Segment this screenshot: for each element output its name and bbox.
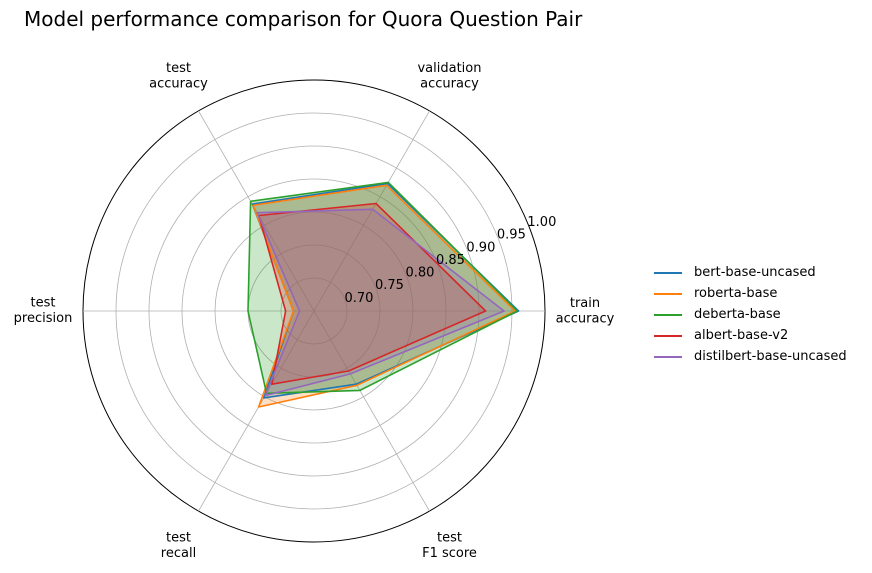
spoke-line [313, 310, 430, 512]
legend-label: bert-base-uncased [694, 265, 816, 280]
legend-item: albert-base-v2 [654, 325, 847, 346]
axis-label: F1 score [422, 546, 477, 561]
radial-tick-labels: 0.700.750.800.850.900.951.00 [345, 215, 557, 306]
legend-swatch [654, 292, 682, 295]
legend-swatch [654, 313, 682, 316]
legend-swatch [654, 355, 682, 358]
radial-tick-label: 0.75 [375, 278, 404, 293]
chart-title: Model performance comparison for Quora Q… [24, 7, 583, 31]
axis-labels: trainaccuracyvalidationaccuracytestaccur… [14, 61, 615, 561]
series-line-distilbert-base-uncased [256, 208, 505, 397]
axis-label: test [31, 296, 56, 311]
axis-label: test [437, 530, 462, 545]
axis-label: validation [417, 61, 481, 76]
radial-tick-label: 0.85 [436, 253, 465, 268]
legend-item: distilbert-base-uncased [654, 346, 847, 367]
series-area-distilbert-base-uncased [257, 209, 505, 396]
spoke-line [313, 110, 430, 312]
axis-label: accuracy [420, 77, 479, 92]
spoke-line [198, 310, 315, 512]
radar-grid [82, 79, 546, 543]
legend-label: roberta-base [694, 286, 778, 301]
legend-swatch [654, 271, 682, 274]
radial-tick-label: 1.00 [527, 215, 556, 230]
radar-series [247, 181, 520, 408]
series-area-deberta-base [248, 182, 518, 394]
series-area-bert-base-uncased [252, 183, 519, 398]
legend-label: deberta-base [694, 307, 781, 322]
legend-item: bert-base-uncased [654, 262, 847, 283]
axis-label: accuracy [149, 77, 208, 92]
series-line-deberta-base [247, 181, 519, 395]
axis-label: accuracy [556, 311, 615, 326]
series-line-roberta-base [252, 184, 517, 408]
legend-swatch [654, 334, 682, 337]
legend-item: roberta-base [654, 283, 847, 304]
series-area-albert-base-v2 [258, 203, 486, 385]
axis-label: test [166, 61, 191, 76]
axis-label: recall [161, 546, 196, 561]
legend-label: albert-base-v2 [694, 328, 789, 343]
legend: bert-base-uncased roberta-base deberta-bas… [654, 262, 847, 367]
series-area-roberta-base [253, 185, 516, 407]
axis-label: precision [14, 311, 73, 326]
series-line-albert-base-v2 [258, 202, 487, 386]
legend-label: distilbert-base-uncased [694, 349, 847, 364]
radial-tick-label: 0.80 [406, 266, 435, 281]
legend-item: deberta-base [654, 304, 847, 325]
axis-label: test [166, 530, 191, 545]
spoke-line [198, 110, 315, 312]
radial-tick-label: 0.90 [466, 240, 495, 255]
axis-label: train [570, 296, 600, 311]
radial-tick-label: 0.95 [497, 228, 526, 243]
radial-tick-label: 0.70 [345, 291, 374, 306]
